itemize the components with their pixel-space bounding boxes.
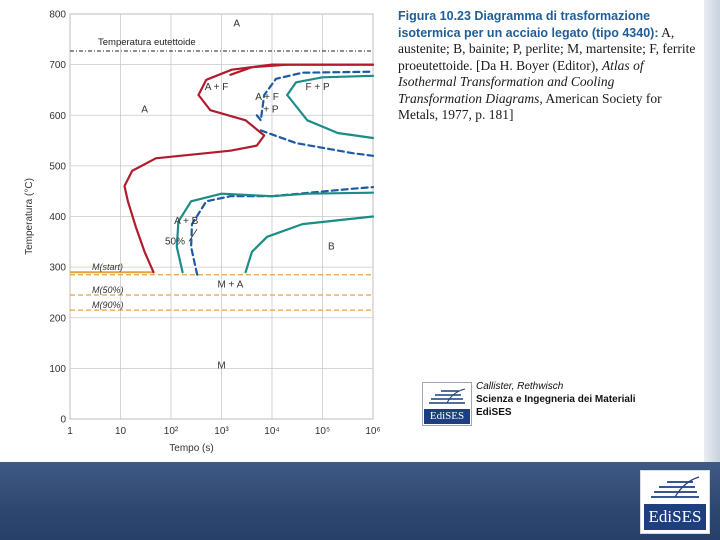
region-label: A: [141, 105, 148, 116]
publisher-house: EdiSES: [476, 407, 512, 418]
publisher-book-title: Scienza e Ingegneria dei Materiali: [476, 394, 636, 405]
curve-fifty: [190, 195, 274, 276]
y-axis-label: Temperatura (°C): [24, 178, 35, 255]
edises-logo-icon: EdiSES: [422, 382, 472, 426]
y-tick-label: 800: [49, 10, 66, 21]
corner-logo-wordmark: EdiSES: [644, 504, 706, 530]
y-tick-label: 200: [49, 313, 66, 324]
region-label: 50%: [165, 236, 185, 247]
martensite-label: M(90%): [92, 300, 124, 310]
publisher-author: Callister, Rethwisch: [476, 381, 564, 392]
ttt-diagram: 1 10 10² 10³ 10⁴ 10⁵ 10⁶ 0 100 200 300 400 500 600 700…: [24, 10, 381, 455]
y-tick-label: 700: [49, 60, 66, 71]
region-label: A: [233, 19, 240, 30]
region-label: + P: [263, 105, 279, 116]
publisher-credit: EdiSES Callister, Rethwisch Scienza e In…: [422, 380, 662, 426]
region-label: M: [217, 360, 225, 371]
figure-source-title: Atlas of Isothermal Transformation and C…: [398, 57, 644, 106]
logo-wordmark: EdiSES: [424, 409, 470, 424]
x-tick-label: 10: [115, 426, 127, 437]
fifty-arrow: [188, 228, 198, 242]
region-label: B: [328, 241, 335, 252]
curve-start: [123, 63, 375, 274]
x-tick-label: 10⁴: [264, 426, 279, 437]
edises-corner-logo-icon: EdiSES: [640, 470, 710, 534]
y-tick-label: 300: [49, 263, 66, 274]
x-tick-label: 10⁵: [315, 426, 330, 437]
curve-finish: [270, 191, 375, 198]
region-label: A + B: [174, 216, 199, 227]
curve-finish: [244, 215, 375, 274]
slide-edge-strip: [704, 0, 720, 462]
curve-finish: [286, 93, 375, 140]
region-label: A + F: [255, 92, 279, 103]
region-label: A + F: [205, 82, 229, 93]
martensite-label: M(start): [92, 262, 123, 272]
figure-title: Diagramma di trasformazione isotermica p…: [398, 9, 659, 40]
figure-number: Figura 10.23: [398, 9, 471, 23]
curve-finish: [175, 192, 274, 274]
x-tick-label: 1: [67, 426, 73, 437]
curve-fifty: [255, 70, 375, 122]
figure-caption: Figura 10.23 Diagramma di trasformazione…: [398, 8, 698, 124]
x-axis-label: Tempo (s): [169, 443, 213, 454]
curve-fifty: [259, 129, 375, 157]
y-tick-label: 600: [49, 111, 66, 122]
x-tick-label: 10⁶: [365, 426, 380, 437]
y-tick-label: 0: [60, 415, 66, 426]
curve-finish: [286, 74, 375, 97]
y-tick-label: 100: [49, 364, 66, 375]
footer-band: [0, 462, 720, 540]
region-label: M + A: [217, 279, 243, 290]
region-label: F + P: [306, 82, 331, 93]
x-tick-label: 10²: [164, 426, 179, 437]
x-tick-label: 10³: [214, 426, 229, 437]
y-tick-label: 500: [49, 161, 66, 172]
figure-source-rest: , American Society for Metals, 1977, p. …: [398, 90, 662, 123]
eutectoid-label: Temperatura eutettoide: [98, 37, 196, 48]
curve-start: [229, 63, 375, 76]
figure-legend-text: A, austenite; B, bainite; P, perlite; M,…: [398, 24, 696, 73]
martensite-label: M(50%): [92, 285, 124, 295]
y-tick-label: 400: [49, 212, 66, 223]
